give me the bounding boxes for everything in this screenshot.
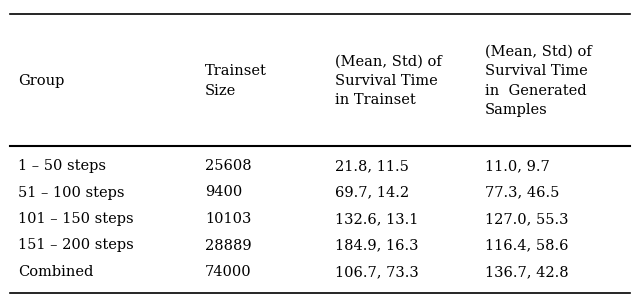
Text: Group: Group — [18, 74, 65, 88]
Text: Combined: Combined — [18, 265, 93, 279]
Text: 127.0, 55.3: 127.0, 55.3 — [485, 212, 568, 226]
Text: 69.7, 14.2: 69.7, 14.2 — [335, 185, 409, 200]
Text: 106.7, 73.3: 106.7, 73.3 — [335, 265, 419, 279]
Text: 101 – 150 steps: 101 – 150 steps — [18, 212, 134, 226]
Text: 11.0, 9.7: 11.0, 9.7 — [485, 159, 550, 173]
Text: 10103: 10103 — [205, 212, 252, 226]
Text: 25608: 25608 — [205, 159, 252, 173]
Text: 74000: 74000 — [205, 265, 252, 279]
Text: 184.9, 16.3: 184.9, 16.3 — [335, 238, 419, 253]
Text: 116.4, 58.6: 116.4, 58.6 — [485, 238, 568, 253]
Text: 1 – 50 steps: 1 – 50 steps — [18, 159, 106, 173]
Text: 132.6, 13.1: 132.6, 13.1 — [335, 212, 419, 226]
Text: 77.3, 46.5: 77.3, 46.5 — [485, 185, 559, 200]
Text: 51 – 100 steps: 51 – 100 steps — [18, 185, 125, 200]
Text: 28889: 28889 — [205, 238, 252, 253]
Text: (Mean, Std) of
Survival Time
in  Generated
Samples: (Mean, Std) of Survival Time in Generate… — [485, 45, 592, 117]
Text: (Mean, Std) of
Survival Time
in Trainset: (Mean, Std) of Survival Time in Trainset — [335, 54, 442, 107]
Text: 136.7, 42.8: 136.7, 42.8 — [485, 265, 568, 279]
Text: Trainset
Size: Trainset Size — [205, 64, 267, 98]
Text: 9400: 9400 — [205, 185, 243, 200]
Text: 151 – 200 steps: 151 – 200 steps — [18, 238, 134, 253]
Text: 21.8, 11.5: 21.8, 11.5 — [335, 159, 409, 173]
